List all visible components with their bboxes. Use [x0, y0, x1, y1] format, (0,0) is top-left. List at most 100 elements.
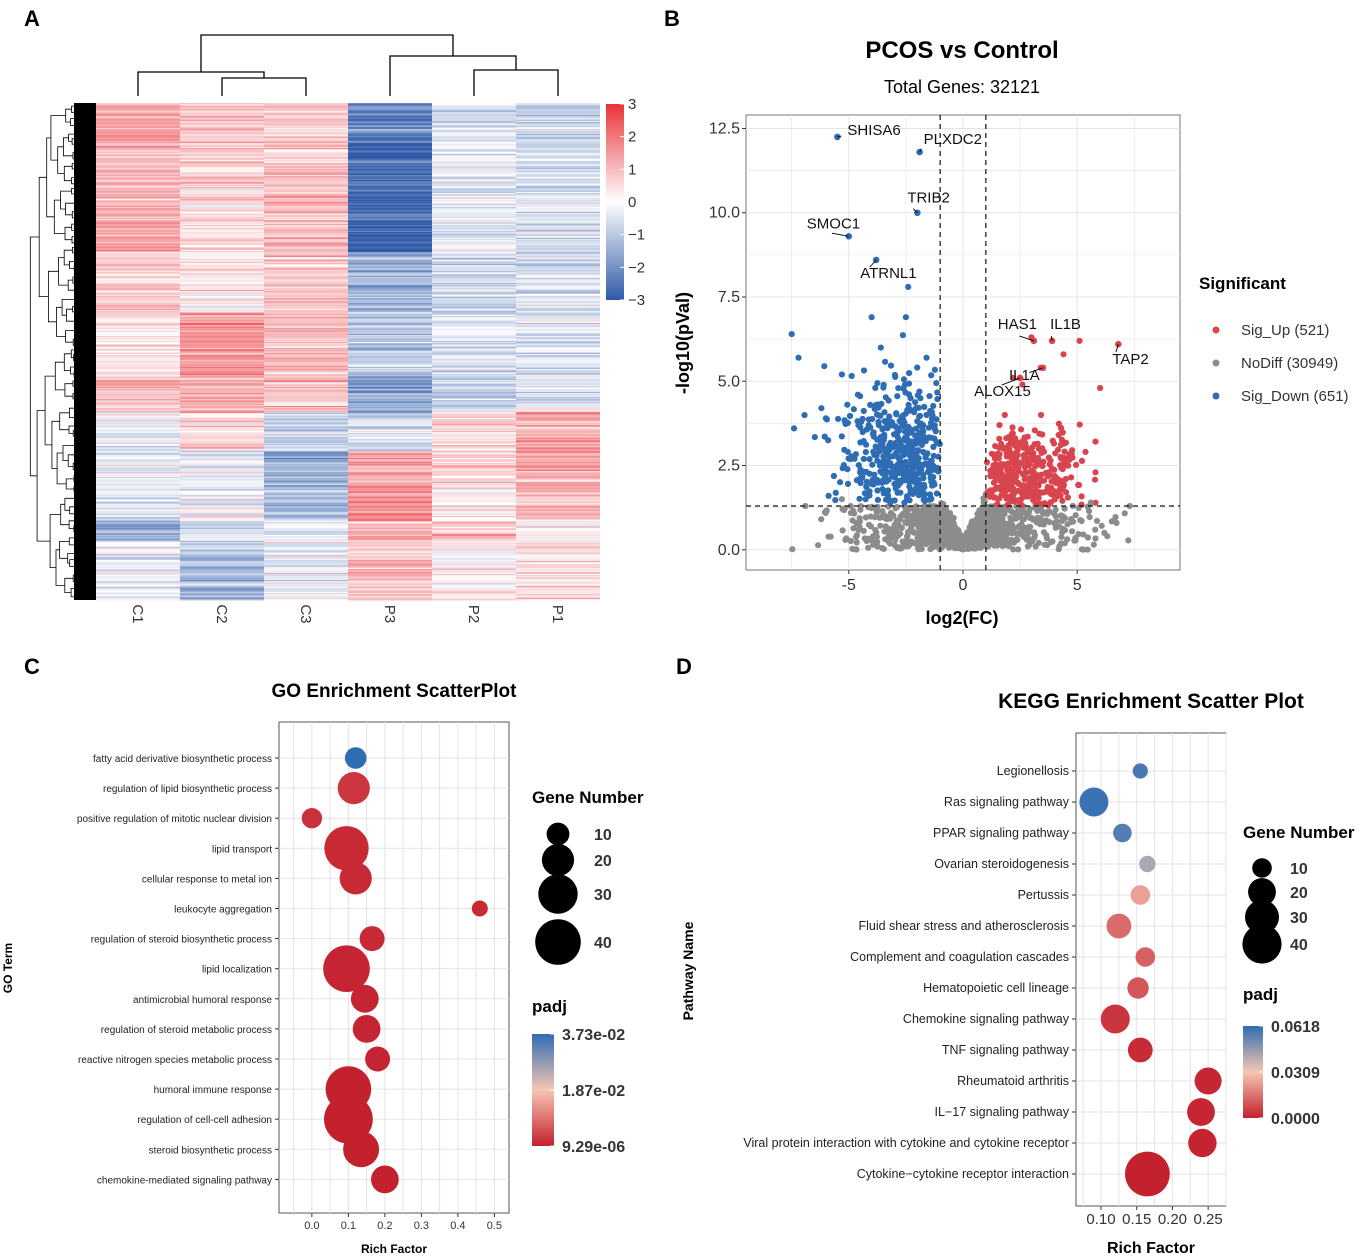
heatmap-cell — [516, 172, 600, 175]
volcano-point-nodiff — [1025, 509, 1032, 516]
heatmap-cell — [348, 504, 432, 506]
heatmap-cell — [180, 523, 264, 525]
volcano-point-nodiff — [889, 533, 896, 540]
heatmap-cell — [432, 280, 516, 283]
volcano-point-down — [916, 413, 923, 420]
heatmap-cell — [180, 188, 264, 190]
heatmap-cell — [516, 189, 600, 191]
heatmap-cell — [348, 302, 432, 305]
heatmap-cell — [432, 200, 516, 202]
heatmap-cell — [180, 347, 264, 350]
heatmap-cell — [348, 400, 432, 402]
heatmap-cell — [516, 576, 600, 578]
heatmap-cell — [516, 403, 600, 406]
heatmap-cell — [264, 147, 348, 150]
heatmap-cell — [96, 260, 180, 262]
heatmap-cell — [348, 466, 432, 468]
heatmap-cell — [96, 227, 180, 229]
heatmap-cell — [264, 259, 348, 261]
heatmap-cell — [432, 326, 516, 329]
heatmap-cell — [432, 491, 516, 493]
heatmap-cell — [432, 276, 516, 279]
heatmap-cell — [96, 258, 180, 260]
heatmap-cell — [432, 281, 516, 284]
volcano-point-nodiff — [1015, 546, 1022, 553]
heatmap-cell — [264, 433, 348, 435]
heatmap-cell — [264, 458, 348, 460]
heatmap-cell — [432, 427, 516, 429]
heatmap-cell — [516, 147, 600, 150]
heatmap-cell — [96, 157, 180, 160]
heatmap-cell — [264, 575, 348, 577]
heatmap-cell — [348, 418, 432, 421]
heatmap-cell — [432, 147, 516, 150]
heatmap-cell — [180, 179, 264, 182]
heatmap-cell — [516, 126, 600, 129]
heatmap-cell — [432, 517, 516, 519]
heatmap-cell — [348, 347, 432, 350]
heatmap-cell — [516, 213, 600, 215]
volcano-point-down — [899, 477, 906, 484]
heatmap-cell — [516, 565, 600, 568]
heatmap-cell — [516, 202, 600, 204]
heatmap-cell — [516, 473, 600, 475]
heatmap-cell — [432, 250, 516, 253]
heatmap-cell — [180, 550, 264, 552]
heatmap-cell — [96, 557, 180, 559]
volcano-point-down — [894, 481, 901, 488]
heatmap-cell — [516, 330, 600, 332]
heatmap-cell — [432, 563, 516, 565]
heatmap-cell — [348, 319, 432, 322]
heatmap-cell — [432, 384, 516, 387]
heatmap-cell — [432, 345, 516, 348]
heatmap-cell — [180, 153, 264, 156]
heatmap-cell — [96, 448, 180, 451]
heatmap-cell — [516, 431, 600, 434]
heatmap-cell — [432, 267, 516, 270]
heatmap-cell — [432, 337, 516, 339]
heatmap-cell — [516, 156, 600, 158]
heatmap-cell — [432, 434, 516, 436]
heatmap-cell — [264, 278, 348, 280]
heatmap-cell — [348, 592, 432, 595]
heatmap-cell — [432, 543, 516, 545]
heatmap-cell — [264, 355, 348, 357]
heatmap-cell — [180, 213, 264, 215]
heatmap-cell — [96, 495, 180, 498]
heatmap-cell — [432, 461, 516, 464]
heatmap-cell — [96, 243, 180, 246]
heatmap-cell — [180, 508, 264, 511]
heatmap-cell — [264, 337, 348, 339]
volcano-point-down — [860, 407, 867, 415]
heatmap-cell — [432, 208, 516, 210]
dendrogram-branch — [44, 375, 56, 446]
heatmap-cell — [348, 130, 432, 132]
heatmap-cell — [432, 171, 516, 174]
heatmap-cell — [264, 514, 348, 517]
heatmap-cell — [180, 326, 264, 329]
heatmap-cell — [180, 581, 264, 583]
heatmap-cell — [96, 123, 180, 125]
heatmap-cell — [96, 169, 180, 171]
volcano-point-down — [848, 372, 855, 380]
heatmap-cell — [264, 375, 348, 377]
heatmap-cell — [516, 138, 600, 141]
heatmap-cell — [264, 366, 348, 369]
heatmap-cell — [348, 469, 432, 472]
heatmap-cell — [348, 462, 432, 465]
heatmap-cell — [264, 370, 348, 373]
heatmap-cell — [264, 127, 348, 130]
heatmap-cell — [348, 369, 432, 371]
heatmap-cell — [180, 517, 264, 519]
heatmap-cell — [348, 255, 432, 258]
heatmap-cell — [180, 174, 264, 176]
heatmap-cell — [264, 306, 348, 309]
heatmap-cell — [96, 536, 180, 538]
heatmap-cell — [96, 421, 180, 423]
heatmap-cell — [432, 204, 516, 207]
heatmap-cell — [180, 582, 264, 584]
heatmap-cell — [96, 447, 180, 449]
heatmap-cell — [96, 437, 180, 440]
volcano-point-down — [840, 462, 848, 469]
heatmap-cell — [264, 266, 348, 268]
